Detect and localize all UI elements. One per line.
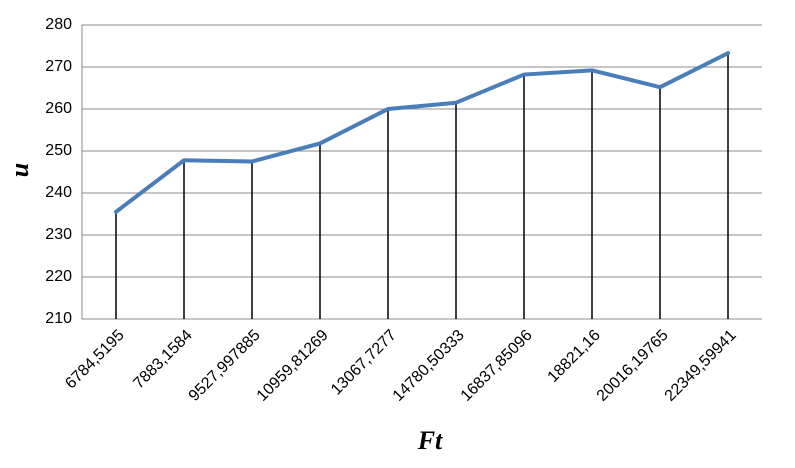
y-tick-label: 280: [45, 16, 72, 33]
y-tick-label: 220: [45, 268, 72, 285]
line-series: [114, 51, 730, 214]
y-tick-label: 250: [45, 142, 72, 159]
x-tick-label: 18821,16: [545, 327, 604, 386]
x-tick-label: 16837,85096: [458, 327, 536, 405]
x-tick-label: 20016,19765: [594, 327, 672, 405]
x-tick-label: 22349,59941: [662, 327, 740, 405]
y-tick-label: 270: [45, 58, 72, 75]
x-tick-label: 10959,81269: [254, 327, 332, 405]
y-axis-title: u: [5, 163, 34, 177]
y-tick-label: 240: [45, 184, 72, 201]
x-tick-label: 13067,7277: [328, 327, 400, 399]
x-tick-label: 7883,1584: [130, 327, 196, 393]
y-tick-label: 210: [45, 310, 72, 327]
y-tick-label: 260: [45, 100, 72, 117]
x-tick-label: 14780,50333: [390, 327, 468, 405]
x-tick-label: 9527,997885: [186, 327, 264, 405]
y-tick-label: 230: [45, 226, 72, 243]
x-axis-title: Ft: [417, 426, 443, 455]
x-tick-label: 6784,5195: [62, 327, 128, 393]
